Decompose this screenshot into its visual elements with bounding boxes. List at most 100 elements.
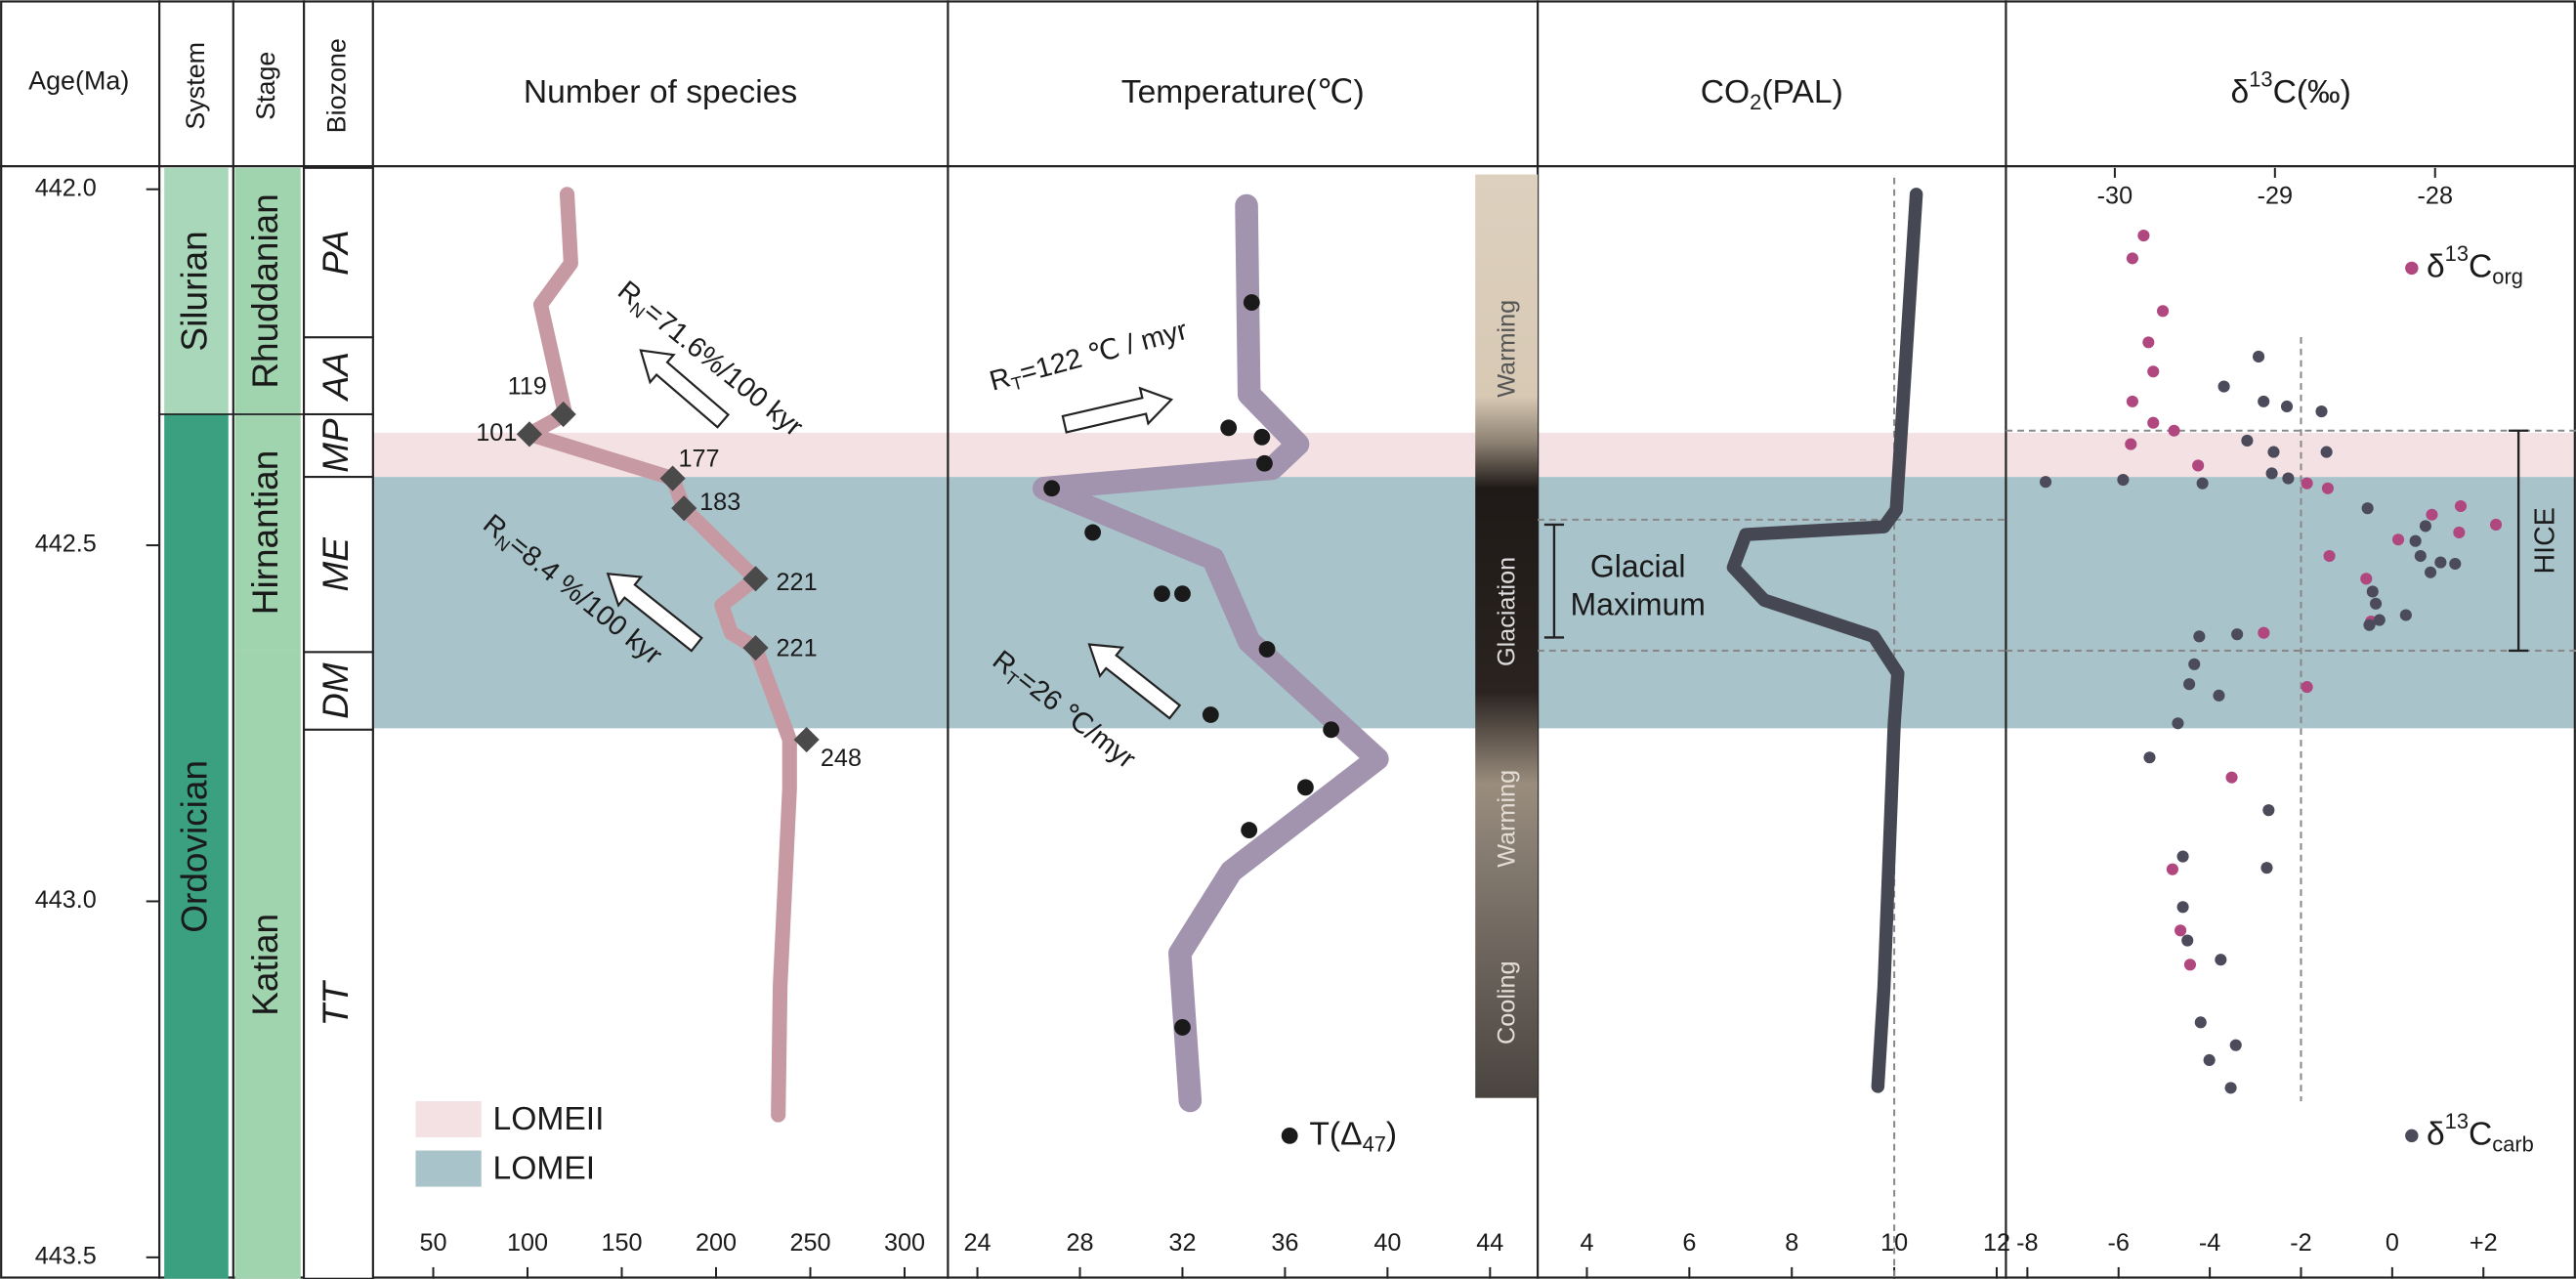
- isotope-point: [2399, 609, 2412, 621]
- x-tick-label: -6: [2108, 1229, 2130, 1257]
- isotope-point: [2176, 901, 2189, 914]
- value-label: 248: [821, 745, 862, 772]
- isotope-point: [2126, 395, 2138, 407]
- legend-label-part: T(Δ: [1309, 1116, 1362, 1152]
- isotope-point: [2315, 405, 2328, 418]
- phase-label: Warming: [1494, 770, 1521, 868]
- annotation: HICE: [2529, 507, 2560, 574]
- isotope-point: [2157, 305, 2170, 318]
- x-tick-label: -2: [2290, 1229, 2311, 1257]
- isotope-point: [2125, 438, 2137, 450]
- temperature-point: [1296, 779, 1314, 796]
- strat-label: ME: [316, 536, 356, 592]
- x-tick-label: 4: [1580, 1229, 1593, 1257]
- temperature-point: [1043, 480, 1061, 497]
- isotope-point: [2373, 614, 2386, 626]
- value-label: 221: [777, 569, 818, 596]
- legend-label-part: δ: [2427, 248, 2445, 284]
- strat-unit: [234, 413, 301, 651]
- annotation: Maximum: [1571, 586, 1706, 621]
- value-label: 221: [777, 634, 818, 661]
- strat-unit: [303, 651, 374, 731]
- x-tick-label: 250: [789, 1229, 830, 1257]
- x2-tick-label: -29: [2258, 183, 2293, 210]
- age-tick-label: 442.5: [35, 531, 97, 558]
- temperature-point: [1202, 706, 1219, 723]
- rate-annotation-part: =122 ℃ / myr: [1016, 314, 1191, 389]
- x-tick-label: 12: [1983, 1229, 2010, 1257]
- temperature-point: [1174, 1019, 1191, 1036]
- x-tick-label: 100: [507, 1229, 548, 1257]
- isotope-point: [2267, 446, 2280, 458]
- arrow: [1087, 643, 1182, 720]
- isotope-point: [2260, 862, 2273, 874]
- strat-unit: [234, 650, 301, 1279]
- isotope-point: [2166, 863, 2178, 875]
- strat-unit: [164, 167, 229, 414]
- x-tick-label: 50: [419, 1229, 446, 1257]
- isotope-point: [2203, 1053, 2216, 1067]
- value-label: 177: [678, 446, 719, 473]
- isotope-point: [2253, 350, 2265, 363]
- isotope-point: [2489, 518, 2503, 531]
- isotope-point: [2183, 959, 2196, 971]
- isotope-point: [2117, 473, 2130, 487]
- event-band: [373, 432, 2575, 478]
- isotope-point: [2241, 434, 2254, 448]
- value-label: 183: [699, 489, 740, 516]
- curve: [1726, 188, 1923, 1093]
- temperature-point: [1084, 524, 1102, 541]
- panel-title-part: CO: [1701, 74, 1750, 110]
- isotope-point: [2142, 336, 2155, 349]
- background-layer: [373, 432, 2575, 729]
- isotope-point: [2039, 476, 2052, 489]
- strat-label: Hirnantian: [245, 450, 285, 616]
- temperature-point: [1154, 585, 1170, 603]
- legend-swatch: [415, 1101, 482, 1138]
- arrow: [639, 349, 730, 429]
- strat-unit: [303, 166, 374, 339]
- legend-label-part: carb: [2492, 1131, 2534, 1156]
- panel-title: CO2(PAL): [1701, 74, 1843, 114]
- panel-title: Temperature(℃): [1121, 74, 1365, 110]
- panel-title-part: C(‰): [2273, 74, 2351, 110]
- isotope-point: [2213, 689, 2225, 702]
- strat-label: AA: [316, 352, 356, 402]
- age-tick-label: 443.5: [35, 1242, 97, 1269]
- curve: [1032, 193, 1389, 1113]
- isotope-point: [2225, 771, 2238, 784]
- isotope-point: [2196, 477, 2209, 490]
- isotope-point: [2172, 717, 2184, 730]
- legend-label-part: org: [2492, 264, 2523, 288]
- isotope-point: [2258, 395, 2270, 407]
- column-header: System: [181, 42, 210, 130]
- isotope-point: [2168, 424, 2180, 437]
- isotope-point: [2360, 573, 2373, 585]
- isotope-point: [2426, 508, 2438, 521]
- arrow: [606, 572, 703, 653]
- x-tick-label: 24: [964, 1229, 992, 1257]
- x-tick-label: 150: [601, 1229, 642, 1257]
- isotope-point: [2231, 628, 2244, 641]
- legend-label-part: C: [2469, 248, 2492, 284]
- x-tick-label: 300: [884, 1229, 925, 1257]
- temperature-point: [1253, 428, 1271, 446]
- isotope-point: [2143, 751, 2156, 764]
- isotope-point: [2366, 585, 2379, 598]
- isotope-point: [2265, 467, 2278, 480]
- legend-swatch: [415, 1150, 482, 1187]
- rate-annotation-part: T: [1009, 371, 1025, 394]
- temperature-point: [1220, 419, 1238, 437]
- climate-bar: [1475, 174, 1539, 1098]
- isotope-point: [2194, 1016, 2207, 1029]
- temperature-point: [1256, 454, 1273, 472]
- strat-label: PA: [316, 230, 356, 276]
- isotope-point: [2176, 850, 2189, 863]
- legend-label-part: 13: [2445, 1109, 2469, 1133]
- x-tick-label: 28: [1066, 1229, 1093, 1257]
- x-tick-label: 32: [1168, 1229, 1196, 1257]
- age-header: Age(Ma): [28, 65, 129, 95]
- isotope-point: [2434, 556, 2447, 569]
- legend-label: T(Δ47): [1309, 1116, 1397, 1156]
- panel-title: Number of species: [524, 74, 797, 110]
